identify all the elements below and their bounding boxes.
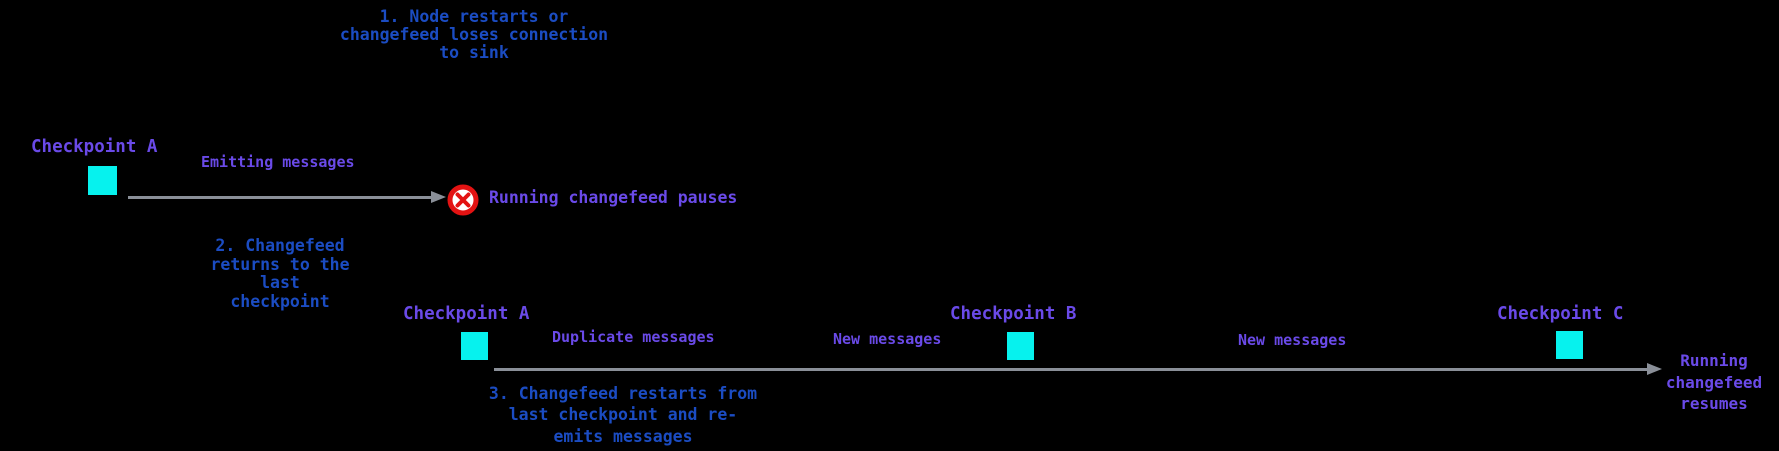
step1-note: 1. Node restarts or changefeed loses con… [339, 7, 609, 62]
checkpoint-b-marker [1007, 332, 1034, 360]
checkpoint-a1-label: Checkpoint A [31, 137, 158, 157]
cancel-x-icon [447, 184, 479, 216]
checkpoint-a2-label: Checkpoint A [403, 304, 530, 324]
emitting-messages-label: Emitting messages [201, 153, 355, 171]
step3-note: 3. Changefeed restarts from last checkpo… [488, 384, 758, 446]
timeline1-arrow-line [128, 196, 431, 199]
timeline2-arrow-line [494, 368, 1647, 371]
checkpoint-c-marker [1556, 331, 1583, 359]
new-messages-label-1: New messages [833, 330, 942, 348]
running-pauses-label: Running changefeed pauses [489, 188, 738, 207]
checkpoint-b-label: Checkpoint B [950, 304, 1077, 324]
new-messages-label-2: New messages [1238, 331, 1347, 349]
checkpoint-c-label: Checkpoint C [1497, 304, 1624, 324]
timeline2-arrow-head [1647, 363, 1662, 375]
step2-note: 2. Changefeed returns to the last checkp… [210, 236, 350, 312]
checkpoint-a1-marker [88, 166, 117, 195]
checkpoint-a2-marker [461, 332, 488, 360]
running-resumes-label: Running changefeed resumes [1665, 351, 1763, 413]
timeline1-arrow-head [431, 191, 446, 203]
duplicate-messages-label: Duplicate messages [552, 328, 715, 346]
